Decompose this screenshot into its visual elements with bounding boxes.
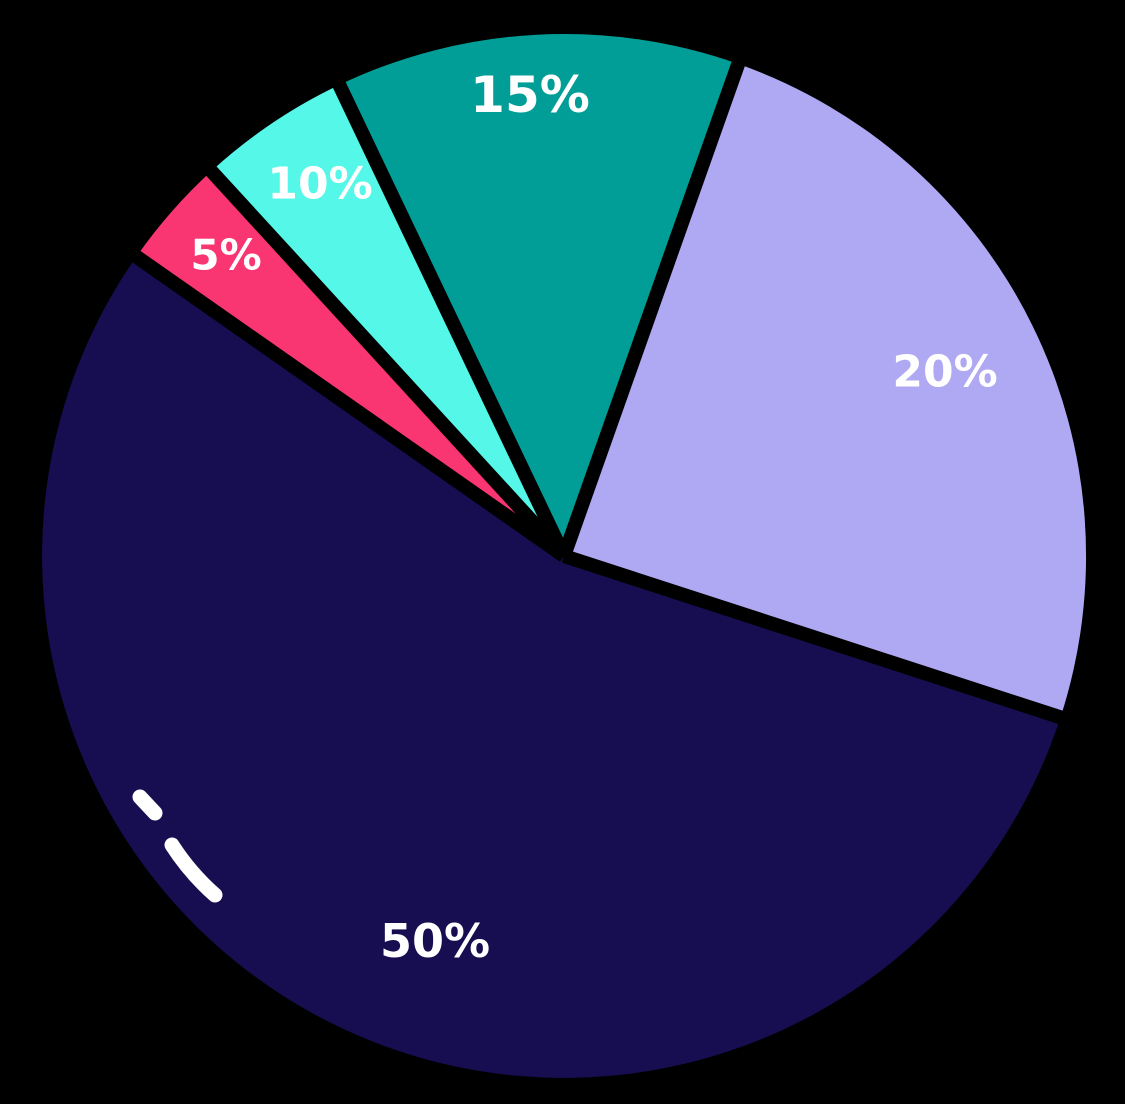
pie-slice-50pct — [42, 256, 1061, 1078]
pie-slice-5pct — [136, 171, 564, 556]
pie-slices — [42, 34, 1087, 1078]
slice-label-15pct: 15% — [470, 66, 590, 124]
pie-slice-20pct — [564, 63, 1087, 718]
slice-gap-line — [125, 246, 569, 562]
shine-mark — [164, 837, 223, 903]
slice-gap-line — [561, 549, 1071, 727]
slice-label-50pct: 50% — [379, 914, 491, 968]
slice-label-5pct: 5% — [190, 230, 262, 280]
slice-label-20pct: 20% — [892, 346, 998, 398]
slice-gap-line — [557, 54, 748, 559]
slice-gap-line — [329, 74, 571, 560]
shine-mark — [132, 789, 163, 821]
pie-slice-10pct — [211, 84, 565, 557]
slice-label-10pct: 10% — [267, 158, 373, 210]
slice-gap-lines — [125, 54, 1071, 727]
pie-slice-15pct — [339, 34, 739, 556]
slice-gap-line — [200, 160, 570, 561]
shine-marks — [132, 789, 223, 903]
